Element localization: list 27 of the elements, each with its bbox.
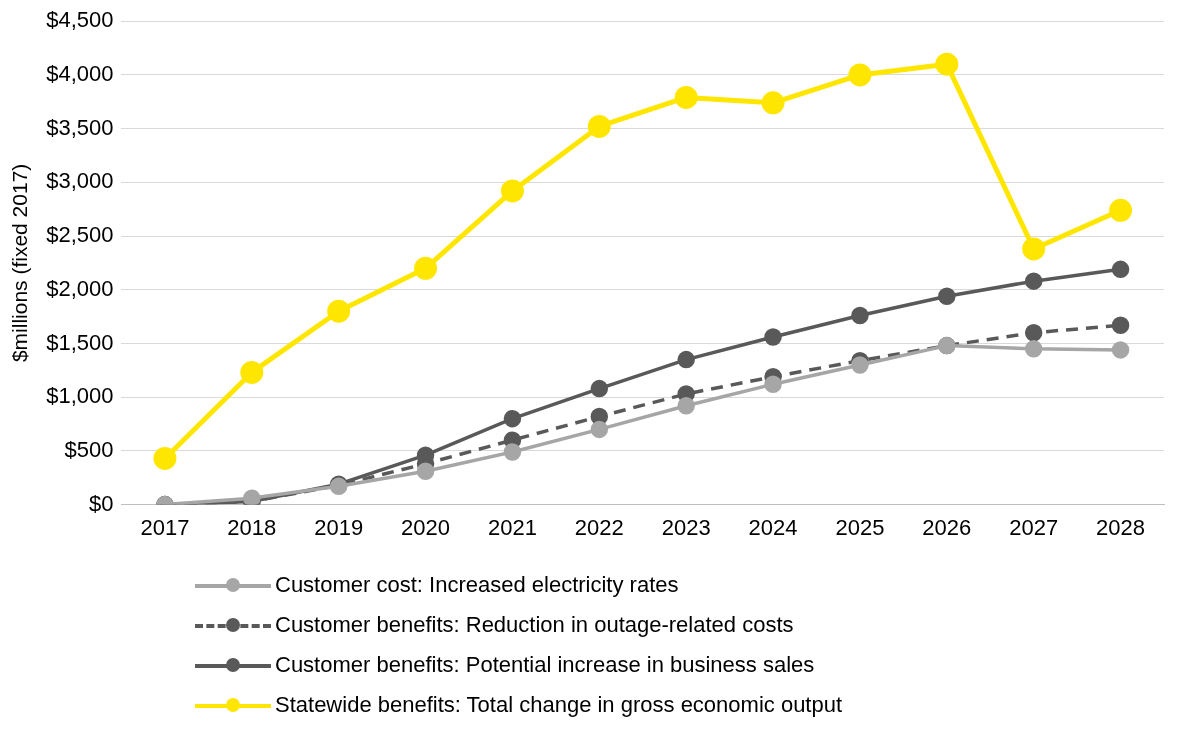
x-tick-label: 2028 — [1096, 514, 1146, 540]
y-tick-label: $4,500 — [46, 7, 114, 33]
x-tick-label: 2017 — [140, 514, 190, 540]
y-tick-label: $500 — [64, 436, 114, 462]
legend-label: Customer cost: Increased electricity rates — [275, 572, 679, 598]
x-tick-label: 2025 — [835, 514, 885, 540]
y-tick-label: $1,500 — [46, 329, 114, 355]
legend-label: Statewide benefits: Total change in gross economic output — [275, 692, 843, 718]
x-tick-label: 2022 — [574, 514, 624, 540]
y-tick-label: $0 — [89, 490, 114, 516]
y-tick-label: $1,000 — [46, 383, 114, 409]
x-tick-label: 2024 — [748, 514, 798, 540]
y-axis-title: $millions (fixed 2017) — [8, 163, 32, 363]
y-tick-label: $2,500 — [46, 222, 114, 248]
x-tick-label: 2020 — [401, 514, 451, 540]
legend-label: Customer benefits: Reduction in outage-related costs — [275, 612, 794, 638]
legend-label: Customer benefits: Potential increase in business sales — [275, 652, 815, 678]
y-tick-label: $2,000 — [46, 275, 114, 301]
x-tick-label: 2021 — [487, 514, 537, 540]
y-tick-label: $4,000 — [46, 60, 114, 86]
x-tick-label: 2019 — [314, 514, 364, 540]
x-tick-label: 2018 — [227, 514, 277, 540]
x-tick-label: 2026 — [922, 514, 972, 540]
y-tick-label: $3,000 — [46, 168, 114, 194]
y-tick-label: $3,500 — [46, 114, 114, 140]
x-tick-label: 2027 — [1009, 514, 1059, 540]
x-tick-label: 2023 — [661, 514, 711, 540]
